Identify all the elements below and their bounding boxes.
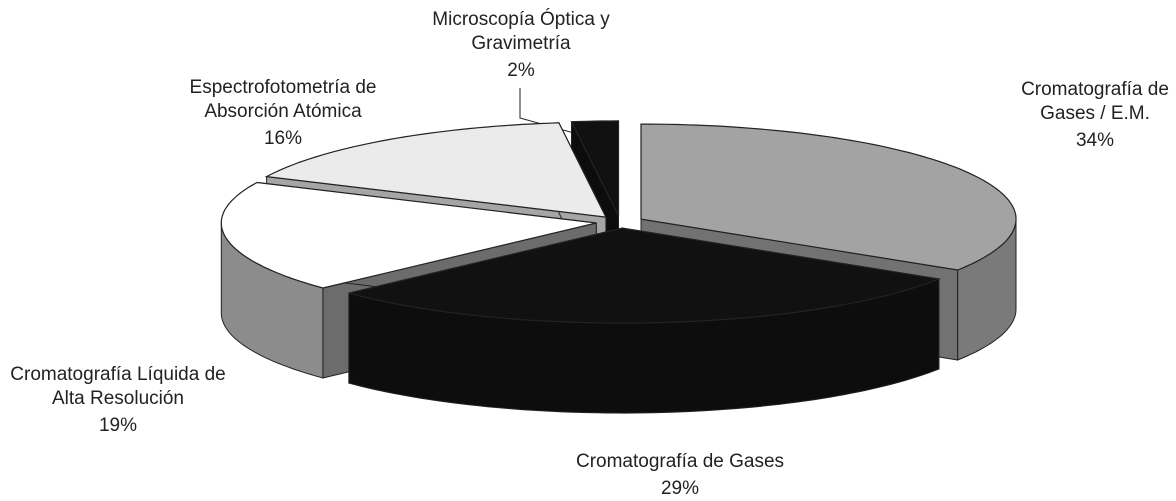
category-label: Microscopía Óptica y Gravimetría — [432, 9, 610, 54]
value-label: 19% — [98, 415, 138, 436]
value-label: 29% — [660, 478, 700, 499]
slice — [264, 122, 607, 218]
slice-label: Espectrofotometría de Absorción Atómica 1… — [168, 76, 398, 151]
slice — [640, 123, 1017, 271]
category-label: Cromatografía de Gases — [575, 451, 785, 472]
category-label: Cromatografía Líquida de Alta Resolución — [10, 364, 226, 409]
slice — [220, 181, 597, 289]
leader-line — [519, 88, 593, 139]
category-label: Cromatografía de Gases / E.M. — [1021, 79, 1169, 124]
category-label: Espectrofotometría de Absorción Atómica — [189, 77, 377, 122]
value-label: 34% — [1075, 130, 1115, 151]
slice-label: Cromatografía Líquida de Alta Resolución… — [3, 363, 233, 438]
value-label: 2% — [507, 60, 535, 81]
slice-label: Cromatografía de Gases 29% — [520, 450, 840, 501]
value-label: 16% — [263, 128, 303, 149]
slice-label: Microscopía Óptica y Gravimetría 2% — [406, 8, 636, 83]
slice-label: Cromatografía de Gases / E.M. 34% — [1010, 78, 1176, 153]
slice — [570, 120, 620, 217]
slice — [348, 227, 942, 324]
